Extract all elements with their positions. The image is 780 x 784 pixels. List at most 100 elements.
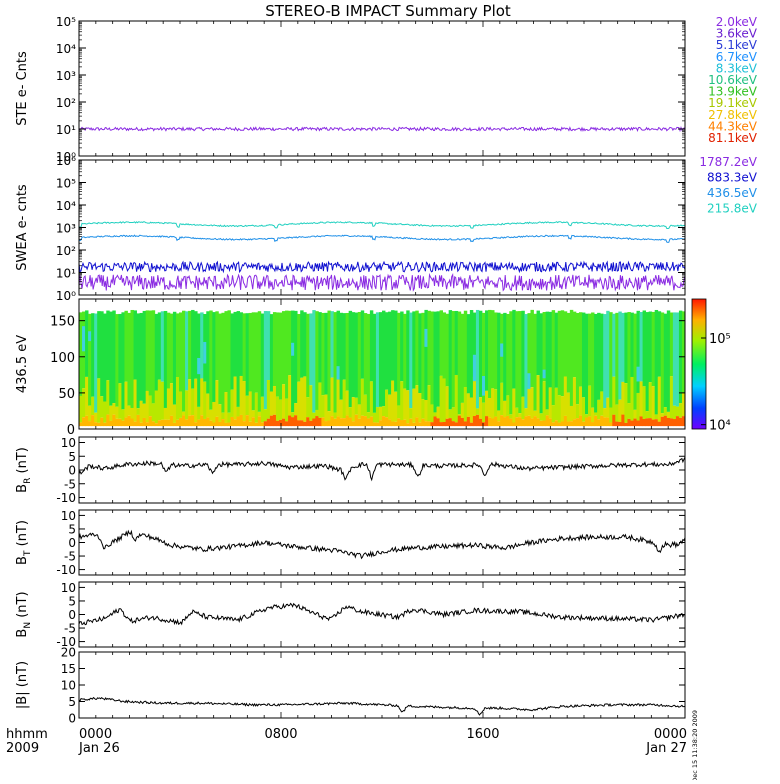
heatmap-cell xyxy=(312,418,316,427)
heatmap-cell xyxy=(503,417,507,427)
heatmap-cell xyxy=(563,376,568,416)
legend-entry: 1787.2eV xyxy=(699,155,757,169)
heatmap-cell xyxy=(136,414,140,427)
heatmap-cell xyxy=(303,312,307,377)
heatmap-cell xyxy=(327,411,331,421)
heatmap-cell xyxy=(242,421,247,427)
heatmap-cell xyxy=(318,312,322,383)
heatmap-cell xyxy=(475,408,480,415)
heatmap-cell xyxy=(233,419,237,427)
heatmap-cell xyxy=(109,420,113,427)
heatmap-cell xyxy=(518,413,522,418)
heatmap-cell xyxy=(481,312,486,403)
heatmap-cell xyxy=(185,311,189,391)
heatmap-cell xyxy=(412,388,416,423)
y-tick-label: 10⁰ xyxy=(56,150,76,164)
legend-entry: 436.5eV xyxy=(707,186,758,200)
heatmap-cell xyxy=(169,415,174,427)
heatmap-cell xyxy=(282,311,286,385)
heatmap-cell xyxy=(288,310,292,376)
heatmap-cell xyxy=(472,376,477,417)
heatmap-cell xyxy=(457,415,462,427)
heatmap-cell xyxy=(612,414,616,427)
heatmap-cell xyxy=(409,418,413,427)
heatmap-cell xyxy=(557,422,562,427)
heatmap-cell xyxy=(585,414,589,418)
heatmap-cell xyxy=(666,310,671,412)
y-tick-label: 10³ xyxy=(56,222,76,236)
heatmap-cell xyxy=(278,419,283,427)
y-tick-label: 10² xyxy=(56,244,76,258)
heatmap-cell xyxy=(594,313,598,413)
heatmap-cell xyxy=(318,382,322,418)
heatmap-cell xyxy=(400,381,404,421)
legend-entry: 13.9keV xyxy=(708,85,758,99)
heatmap-cell xyxy=(354,397,359,415)
heatmap-cell xyxy=(142,310,147,404)
heatmap-cell xyxy=(430,422,434,427)
heatmap-cell xyxy=(615,312,619,405)
heatmap-cell xyxy=(391,380,395,422)
heatmap-cell xyxy=(266,418,271,427)
heatmap-cell xyxy=(324,421,328,427)
heatmap-cell xyxy=(100,417,104,427)
heatmap-cell xyxy=(560,421,565,427)
heatmap-cell xyxy=(194,311,198,379)
heatmap-cell xyxy=(260,313,265,397)
heatmap-cell xyxy=(451,421,456,427)
heatmap-cell xyxy=(324,312,328,395)
heatmap-cell xyxy=(263,421,268,427)
heatmap-cell xyxy=(291,310,295,413)
heatmap-cell xyxy=(603,408,607,418)
heatmap-cell xyxy=(466,393,471,417)
y-tick-label: 0 xyxy=(68,712,76,726)
panel-1: 10⁰ 10¹ 10² 10³ 10⁴ 10⁵ STE e- Cnts xyxy=(15,15,686,164)
heatmap-cell xyxy=(394,310,398,392)
heatmap-cell xyxy=(657,421,662,427)
heatmap-cell xyxy=(639,416,643,427)
heatmap-cell xyxy=(139,312,144,401)
heatmap-cell xyxy=(509,311,513,415)
heatmap-cell xyxy=(581,397,586,422)
heatmap-cell xyxy=(494,312,498,390)
heatmap-cell xyxy=(551,405,556,423)
legend-entry: 2.0keV xyxy=(716,15,758,29)
y-tick-label: 10³ xyxy=(56,69,76,83)
heatmap-cell xyxy=(657,311,662,377)
panel-frame xyxy=(78,436,686,504)
heatmap-cell xyxy=(275,420,280,427)
heatmap-cell xyxy=(212,312,216,402)
heatmap-cell xyxy=(472,416,477,427)
heatmap-cell xyxy=(681,392,686,417)
heatmap-cell xyxy=(424,400,428,422)
heatmap-cell xyxy=(318,417,322,427)
heatmap-cell xyxy=(500,343,504,357)
heatmap-cell xyxy=(666,411,671,418)
y-tick-label: 10⁶ xyxy=(56,154,76,168)
heatmap-cell xyxy=(288,415,292,427)
heatmap-cell xyxy=(112,414,116,427)
heatmap-cell xyxy=(288,375,292,416)
y-axis-label: BT (nT) xyxy=(15,520,33,565)
series-line xyxy=(78,272,686,292)
heatmap-cell xyxy=(548,418,553,427)
heatmap-cell xyxy=(294,415,298,427)
heatmap-cell xyxy=(112,403,116,415)
heatmap-cell xyxy=(621,414,625,427)
heatmap-cell xyxy=(394,391,398,422)
heatmap-cell xyxy=(436,418,440,427)
heatmap-cell xyxy=(257,311,262,412)
heatmap-cell xyxy=(624,383,628,423)
heatmap-cell xyxy=(88,331,92,342)
heatmap-cell xyxy=(427,385,431,422)
colorbar-tick-label: 10⁴ xyxy=(709,419,731,434)
heatmap-cell xyxy=(215,380,219,417)
heatmap-cell xyxy=(348,310,353,408)
y-tick-label: 5 xyxy=(68,594,76,608)
heatmap-cell xyxy=(588,313,592,386)
y-tick-label: 0 xyxy=(68,608,76,622)
heatmap-cell xyxy=(618,421,622,427)
heatmap-cell xyxy=(445,386,450,419)
heatmap-cell xyxy=(360,415,365,427)
y-tick-label: 5 xyxy=(68,522,76,536)
